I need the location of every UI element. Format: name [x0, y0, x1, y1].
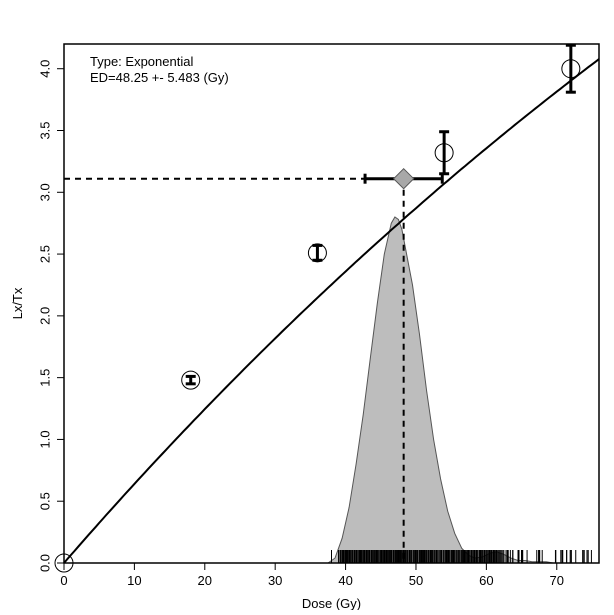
- data-point: [307, 243, 327, 263]
- dose-density: [326, 216, 596, 564]
- x-tick-label: 20: [198, 573, 212, 588]
- x-axis-label: Dose (Gy): [302, 596, 361, 610]
- y-tick-label: 3.5: [37, 121, 52, 139]
- y-tick-label: 0.0: [37, 554, 52, 572]
- x-tick-label: 30: [268, 573, 282, 588]
- y-tick-label: 0.5: [37, 492, 52, 510]
- annotation-fit-type: Type: Exponential: [90, 54, 193, 69]
- x-tick-label: 70: [550, 573, 564, 588]
- y-tick-label: 2.5: [37, 245, 52, 263]
- plot-frame: [63, 43, 600, 564]
- y-tick-label: 2.0: [37, 307, 52, 325]
- y-tick-label: 1.0: [37, 430, 52, 448]
- data-point: [561, 59, 581, 79]
- x-tick-label: 0: [60, 573, 67, 588]
- y-axis-label: Lx/Tx: [10, 287, 25, 319]
- rug-layer: [331, 550, 592, 563]
- points-layer: [54, 43, 581, 573]
- y-tick-label: 1.5: [37, 369, 52, 387]
- x-tick-label: 40: [338, 573, 352, 588]
- data-point: [181, 370, 201, 390]
- curve-layer: [63, 58, 600, 564]
- axes-layer: 0 10 20 30 40 50 60 70 0.0 0.5 1.0 1.5 2.0 2.5 3.0 3.5 4…: [37, 60, 564, 588]
- guides-layer: [64, 177, 405, 563]
- density-layer: [326, 216, 596, 564]
- x-tick-label: 50: [409, 573, 423, 588]
- y-tick-label: 4.0: [37, 60, 52, 78]
- x-tick-label: 60: [479, 573, 493, 588]
- x-tick-label: 10: [127, 573, 141, 588]
- y-tick-label: 3.0: [37, 183, 52, 201]
- ed-diamond-marker: [392, 167, 415, 190]
- data-point: [434, 143, 454, 163]
- fit-curve: [63, 58, 600, 564]
- annotation-equivalent-dose: ED=48.25 +- 5.483 (Gy): [90, 70, 229, 85]
